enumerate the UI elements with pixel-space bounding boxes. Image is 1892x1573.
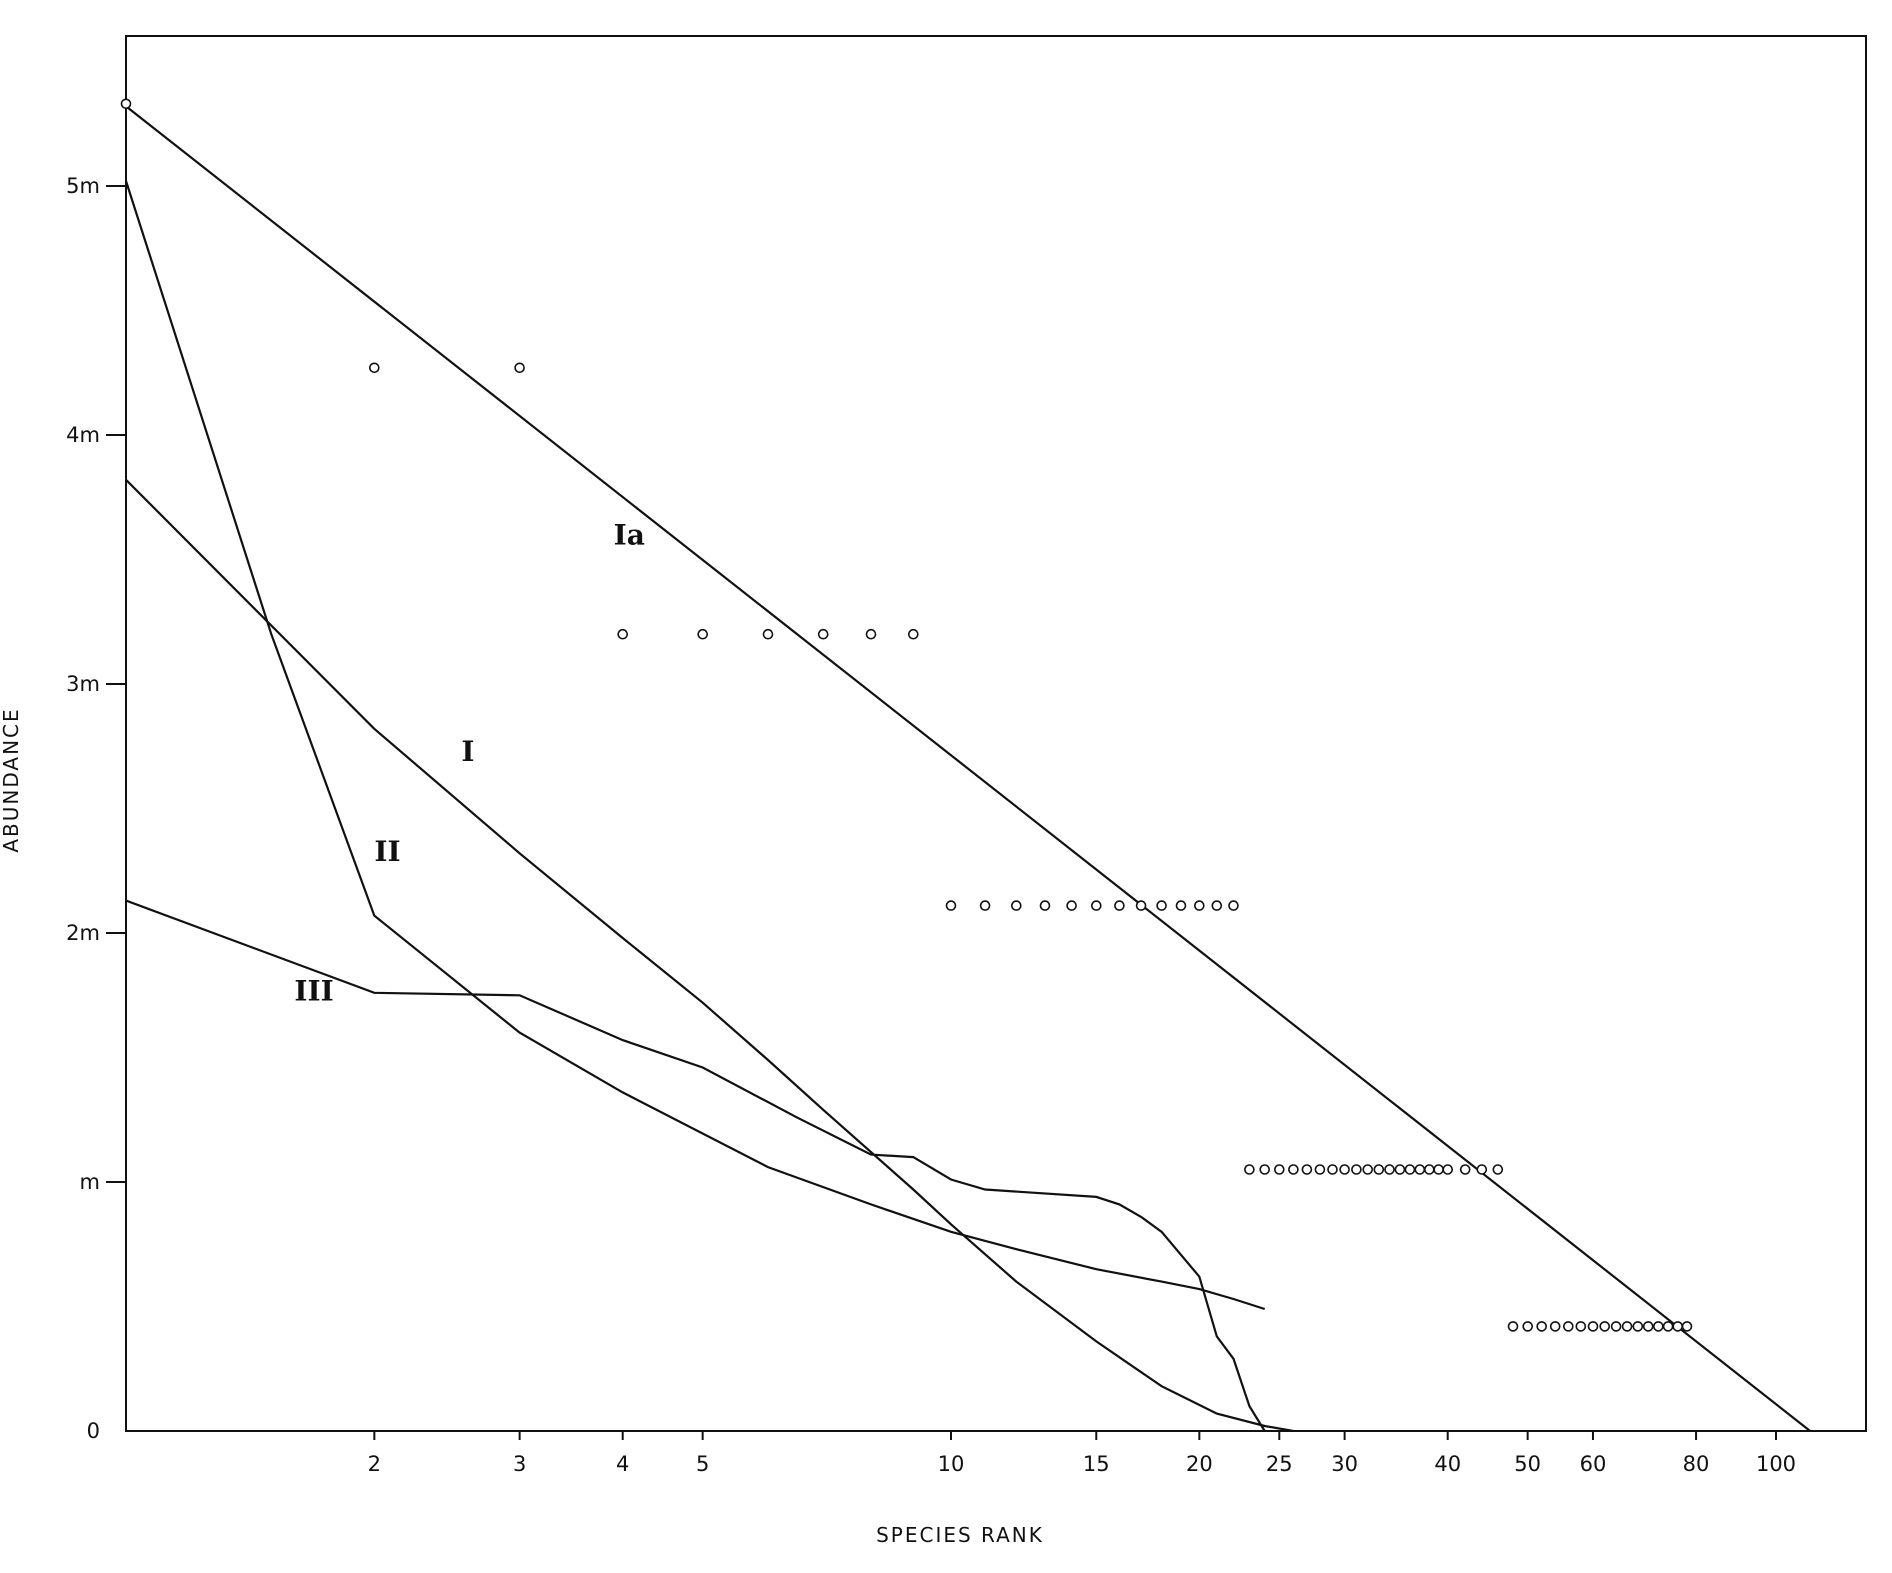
data-point bbox=[514, 362, 525, 374]
series-label-ii: II bbox=[374, 835, 400, 868]
x-axis-title: SPECIES RANK bbox=[876, 1523, 1044, 1547]
fitted-curves bbox=[124, 105, 1811, 1433]
data-point bbox=[1424, 1164, 1435, 1175]
data-point bbox=[1621, 1321, 1633, 1332]
data-point bbox=[907, 628, 919, 640]
data-point bbox=[1039, 900, 1051, 911]
y-axis-title: ABUNDANCE bbox=[0, 707, 23, 852]
data-point bbox=[1259, 1164, 1270, 1175]
data-point bbox=[1194, 900, 1205, 911]
data-point bbox=[1642, 1321, 1654, 1332]
data-point bbox=[1156, 900, 1167, 911]
data-point bbox=[1599, 1321, 1610, 1332]
data-point bbox=[1492, 1164, 1504, 1175]
data-point bbox=[1175, 900, 1187, 911]
data-point bbox=[1653, 1321, 1664, 1332]
data-point bbox=[1114, 900, 1125, 911]
data-point bbox=[1610, 1321, 1622, 1332]
y-tick-label: 0 bbox=[87, 1419, 100, 1443]
x-tick-label: 10 bbox=[938, 1452, 965, 1476]
data-point bbox=[1244, 1164, 1255, 1175]
data-point bbox=[817, 628, 829, 640]
x-axis-ticks: 2 3 4 5 10 15 20 25 30 40 50 60 80 100 bbox=[368, 1431, 1796, 1476]
data-point bbox=[1522, 1321, 1533, 1332]
x-tick-label: 20 bbox=[1186, 1452, 1213, 1476]
data-point bbox=[1549, 1321, 1561, 1332]
y-tick-label: m bbox=[80, 1170, 100, 1194]
data-point bbox=[120, 98, 132, 110]
plot-frame bbox=[125, 35, 1867, 1432]
x-tick-label: 30 bbox=[1331, 1452, 1358, 1476]
data-point bbox=[1301, 1164, 1313, 1175]
data-point bbox=[1314, 1164, 1326, 1175]
data-point bbox=[1662, 1321, 1674, 1332]
x-tick-label: 3 bbox=[513, 1452, 526, 1476]
data-point bbox=[945, 900, 957, 911]
x-tick-label: 80 bbox=[1683, 1452, 1710, 1476]
observed-points bbox=[120, 98, 1693, 1332]
data-point bbox=[1414, 1164, 1426, 1175]
data-point bbox=[1681, 1321, 1693, 1332]
data-point bbox=[368, 362, 380, 374]
curve-ia bbox=[125, 105, 1811, 1432]
data-point bbox=[1632, 1321, 1644, 1332]
data-point bbox=[617, 628, 629, 640]
x-tick-label: 50 bbox=[1514, 1452, 1541, 1476]
data-point bbox=[1507, 1321, 1519, 1332]
data-point bbox=[1010, 900, 1022, 911]
data-point bbox=[979, 900, 991, 911]
data-point bbox=[1327, 1164, 1338, 1175]
data-point bbox=[1362, 1164, 1373, 1175]
x-tick-label: 15 bbox=[1083, 1452, 1110, 1476]
data-point bbox=[1459, 1164, 1471, 1175]
series-label-ia: Ia bbox=[614, 519, 645, 552]
series-label-iii: III bbox=[294, 974, 333, 1007]
data-point bbox=[1476, 1164, 1488, 1175]
data-point bbox=[1433, 1164, 1444, 1175]
data-point bbox=[1288, 1164, 1299, 1175]
data-point bbox=[1384, 1164, 1395, 1175]
data-point bbox=[1373, 1164, 1385, 1175]
data-point bbox=[1135, 900, 1147, 911]
data-point bbox=[1274, 1164, 1285, 1175]
data-point bbox=[1339, 1164, 1350, 1175]
x-tick-label: 2 bbox=[368, 1452, 381, 1476]
x-tick-label: 25 bbox=[1266, 1452, 1293, 1476]
y-axis-ticks: 0 m 2m 3m 4m 5m bbox=[66, 174, 126, 1443]
data-point bbox=[1394, 1164, 1406, 1175]
data-point bbox=[1672, 1321, 1683, 1332]
data-point bbox=[1536, 1321, 1547, 1332]
data-point bbox=[1351, 1164, 1362, 1175]
data-point bbox=[1091, 900, 1102, 911]
x-tick-label: 40 bbox=[1434, 1452, 1461, 1476]
data-point bbox=[1587, 1321, 1599, 1332]
series-label-i: I bbox=[461, 735, 474, 768]
curve-i bbox=[125, 479, 1294, 1433]
x-tick-label: 4 bbox=[616, 1452, 629, 1476]
y-tick-label: 5m bbox=[66, 174, 100, 198]
data-point bbox=[1066, 900, 1077, 911]
data-point bbox=[1563, 1321, 1574, 1332]
x-tick-label: 100 bbox=[1756, 1452, 1796, 1476]
data-point bbox=[1442, 1164, 1453, 1175]
data-point bbox=[1228, 900, 1239, 911]
curve-ii bbox=[124, 180, 1266, 1311]
data-point bbox=[865, 628, 877, 640]
data-point bbox=[762, 628, 774, 640]
data-point bbox=[1404, 1164, 1416, 1175]
x-tick-label: 5 bbox=[696, 1452, 709, 1476]
data-point bbox=[1211, 900, 1223, 911]
data-point bbox=[697, 628, 709, 640]
y-tick-label: 2m bbox=[66, 921, 100, 945]
y-tick-label: 3m bbox=[66, 672, 100, 696]
y-tick-label: 4m bbox=[66, 423, 100, 447]
curve-iii bbox=[125, 899, 1266, 1432]
data-point bbox=[1575, 1321, 1587, 1332]
x-tick-label: 60 bbox=[1580, 1452, 1607, 1476]
